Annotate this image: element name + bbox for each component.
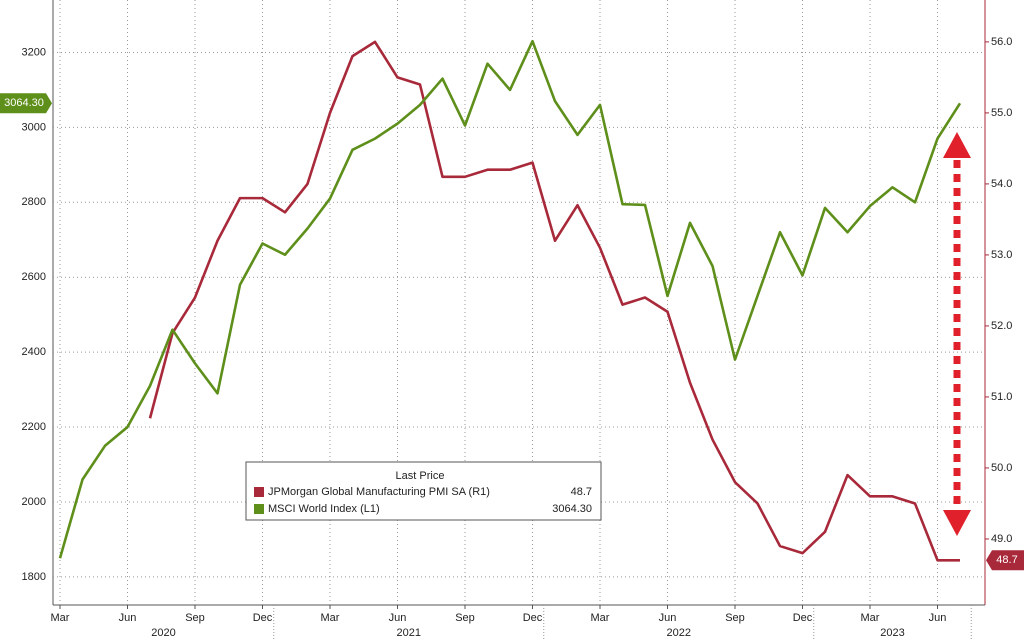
y2-tick-label: 56.0 (991, 36, 1012, 48)
legend-label: MSCI World Index (L1) (268, 503, 380, 515)
x-tick-label: Sep (455, 612, 475, 624)
y2-tick-label: 52.0 (991, 320, 1012, 332)
x-tick-label: Mar (51, 612, 70, 624)
y-tick-label: 3000 (22, 121, 46, 133)
y2-tick-label: 50.0 (991, 462, 1012, 474)
x-tick-label: Dec (793, 612, 813, 624)
y2-tick-label: 54.0 (991, 178, 1012, 190)
last-value-badge (986, 550, 1024, 571)
y-tick-label: 2400 (22, 346, 46, 358)
series-line (58, 39, 962, 559)
legend-swatch (254, 487, 264, 497)
last-value-label: 48.7 (996, 554, 1017, 566)
x-tick-label: Sep (725, 612, 745, 624)
x-tick-label: Sep (185, 612, 205, 624)
last-value-badge (0, 93, 52, 114)
y-tick-label: 2600 (22, 271, 46, 283)
legend-swatch (254, 504, 264, 514)
x-tick-label: Jun (659, 612, 677, 624)
y2-tick-label: 51.0 (991, 391, 1012, 403)
x-tick-label: Dec (253, 612, 273, 624)
x-tick-label: Jun (119, 612, 137, 624)
y-tick-label: 2200 (22, 421, 46, 433)
legend: Last Price JPMorgan Global Manufacturing … (245, 461, 602, 521)
y-tick-label: 2000 (22, 496, 46, 508)
year-label: 2021 (397, 627, 421, 639)
year-label: 2020 (151, 627, 175, 639)
x-tick-label: Dec (523, 612, 543, 624)
legend-label: JPMorgan Global Manufacturing PMI SA (R1… (268, 486, 490, 498)
y2-tick-label: 55.0 (991, 107, 1012, 119)
arrow (943, 132, 971, 536)
x-tick-label: Mar (591, 612, 610, 624)
y2-tick-label: 53.0 (991, 249, 1012, 261)
year-label: 2022 (667, 627, 691, 639)
x-tick-label: Mar (321, 612, 340, 624)
legend-value: 3064.30 (552, 503, 592, 515)
y-tick-label: 2800 (22, 196, 46, 208)
y2-tick-label: 49.0 (991, 533, 1012, 545)
x-tick-label: Jun (389, 612, 407, 624)
y-tick-label: 3200 (22, 46, 46, 58)
legend-box (245, 461, 602, 521)
x-tick-label: Jun (929, 612, 947, 624)
legend-value: 48.7 (571, 486, 592, 498)
series-line (148, 40, 960, 562)
y-tick-label: 1800 (22, 571, 46, 583)
legend-title: Last Price (396, 470, 445, 482)
x-tick-label: Mar (861, 612, 880, 624)
year-label: 2023 (880, 627, 904, 639)
last-value-label: 3064.30 (4, 97, 44, 109)
